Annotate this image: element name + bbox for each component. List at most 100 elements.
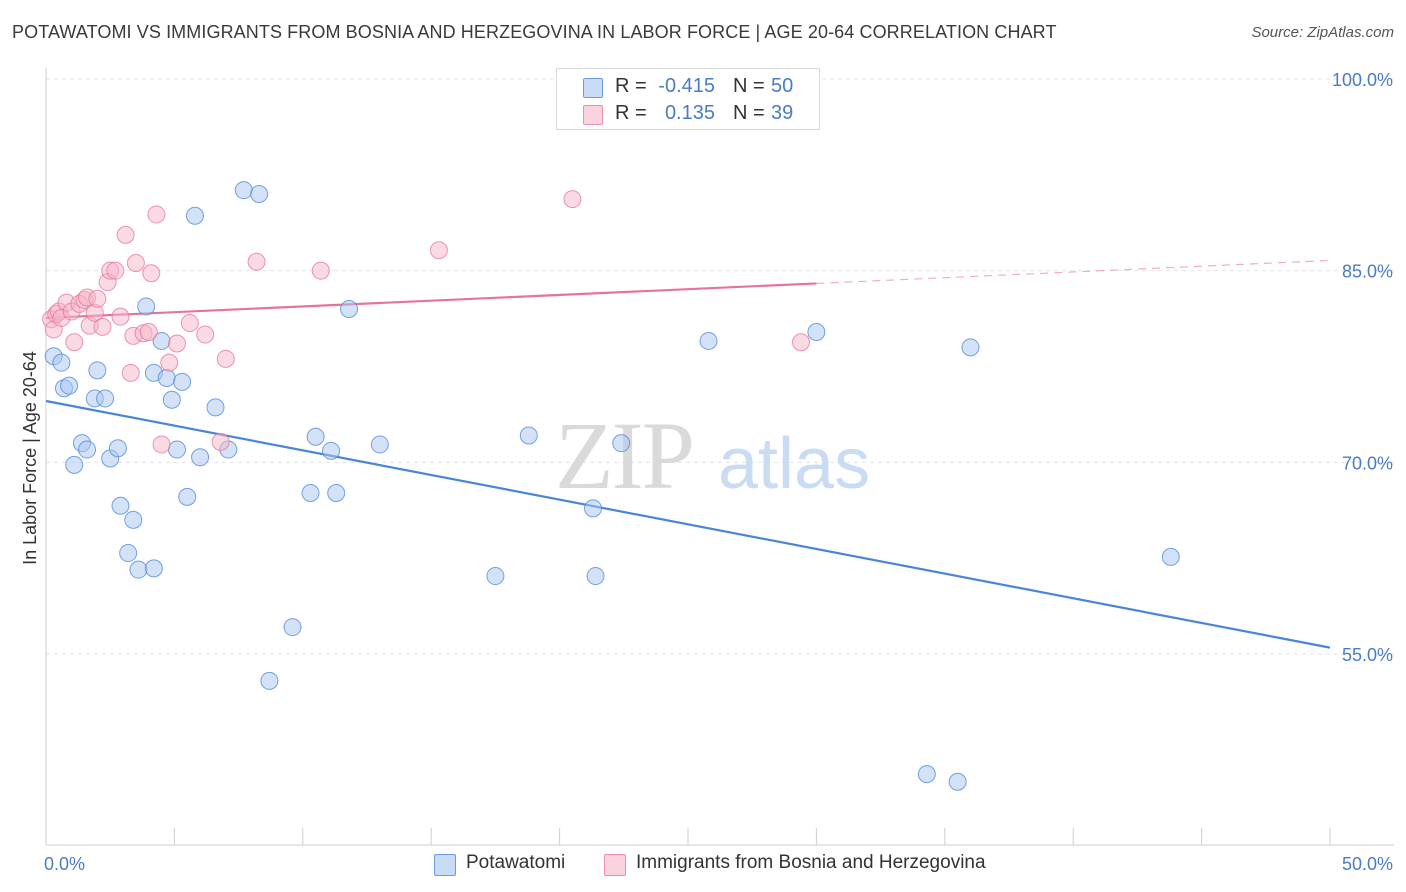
data-point: [162, 390, 181, 409]
data-point: [191, 448, 210, 467]
data-point: [111, 307, 130, 326]
legend-swatch-potawatomi: [583, 78, 603, 98]
data-point: [234, 181, 253, 200]
watermark-atlas: atlas: [718, 424, 870, 504]
trend-lines: [45, 259, 1331, 649]
y-axis-label: In Labor Force | Age 20-64: [20, 351, 40, 565]
data-points: [42, 181, 1180, 791]
data-point: [129, 560, 148, 579]
data-point: [157, 369, 176, 387]
series-legend: Potawatomi Immigrants from Bosnia and He…: [0, 852, 1406, 878]
data-point: [327, 484, 346, 502]
data-point: [116, 225, 135, 244]
x-tick-label: 50.0%: [1342, 854, 1393, 874]
data-point: [185, 206, 204, 225]
data-point: [250, 185, 269, 203]
data-point: [126, 254, 145, 272]
y-tick-label: 70.0%: [1342, 453, 1393, 473]
legend-n-label: N =: [733, 75, 765, 97]
data-point: [206, 398, 225, 417]
data-point: [96, 389, 115, 408]
data-point: [137, 297, 156, 316]
data-point: [60, 376, 79, 395]
data-point: [216, 349, 235, 368]
data-point: [370, 435, 389, 454]
data-point: [88, 361, 107, 380]
data-point: [306, 427, 325, 446]
data-point: [144, 559, 163, 578]
tick-labels: 55.0% 70.0% 85.0% 100.0% 0.0% 50.0%: [44, 70, 1393, 874]
chart-title: POTAWATOMI VS IMMIGRANTS FROM BOSNIA AND…: [12, 22, 1057, 42]
data-point: [247, 252, 266, 271]
series-bosnia: [42, 190, 810, 454]
data-point: [948, 772, 967, 791]
chart-source: Source: ZipAtlas.com: [1251, 24, 1394, 41]
data-point: [563, 190, 582, 209]
data-point: [180, 314, 199, 333]
grid-lines: [46, 78, 1394, 655]
data-point: [486, 567, 505, 586]
data-point: [211, 432, 230, 451]
data-point: [791, 333, 810, 352]
data-point: [142, 264, 161, 283]
watermark-zip: ZIP: [555, 402, 693, 509]
data-point: [429, 241, 448, 260]
legend-n-label: N =: [733, 102, 765, 124]
trend-line: [816, 259, 1331, 285]
axes: [45, 68, 1394, 846]
legend-swatch-potawatomi: [434, 854, 456, 876]
legend-swatch-bosnia: [604, 854, 626, 876]
legend-label-bosnia: Immigrants from Bosnia and Herzegovina: [636, 852, 986, 873]
legend-r-label: R =: [615, 75, 647, 97]
data-point: [311, 261, 330, 280]
data-point: [260, 671, 279, 690]
y-tick-label: 85.0%: [1342, 262, 1393, 282]
data-point: [586, 567, 605, 586]
legend-swatch-bosnia: [583, 105, 603, 125]
legend-r-value: 0.135: [664, 102, 715, 124]
legend-r-value: -0.415: [658, 75, 715, 97]
data-point: [301, 484, 320, 502]
trend-line: [45, 399, 1331, 649]
data-point: [65, 333, 84, 352]
series-potawatomi: [44, 181, 1180, 791]
data-point: [173, 372, 192, 391]
legend-n-value: 39: [771, 102, 794, 124]
legend-n-value: 50: [771, 75, 794, 97]
data-point: [139, 323, 158, 341]
data-point: [88, 289, 107, 308]
data-point: [807, 323, 826, 341]
x-tick-label: 0.0%: [44, 854, 85, 874]
data-point: [147, 205, 166, 224]
data-point: [160, 353, 179, 372]
data-point: [93, 317, 112, 336]
data-point: [111, 496, 130, 515]
data-point: [196, 325, 215, 344]
data-point: [119, 544, 138, 563]
data-point: [65, 455, 84, 474]
data-point: [178, 487, 197, 506]
trend-line: [45, 282, 817, 320]
data-point: [167, 334, 186, 353]
data-point: [699, 331, 718, 350]
data-point: [612, 434, 631, 453]
data-point: [519, 426, 538, 445]
data-point: [152, 435, 171, 454]
data-point: [52, 353, 71, 372]
data-point: [583, 499, 602, 518]
y-tick-label: 100.0%: [1332, 70, 1393, 90]
data-point: [961, 338, 980, 357]
data-point: [1161, 547, 1180, 566]
data-point: [121, 363, 140, 382]
correlation-legend: R = -0.415 N = 50 R = 0.135 N = 39: [556, 68, 820, 130]
y-tick-label: 55.0%: [1342, 645, 1393, 665]
data-point: [167, 440, 186, 459]
data-point: [283, 618, 302, 637]
data-point: [106, 261, 125, 280]
data-point: [124, 510, 143, 529]
data-point: [917, 765, 936, 784]
data-point: [78, 440, 97, 459]
legend-r-label: R =: [615, 102, 647, 124]
legend-label-potawatomi: Potawatomi: [466, 852, 566, 873]
